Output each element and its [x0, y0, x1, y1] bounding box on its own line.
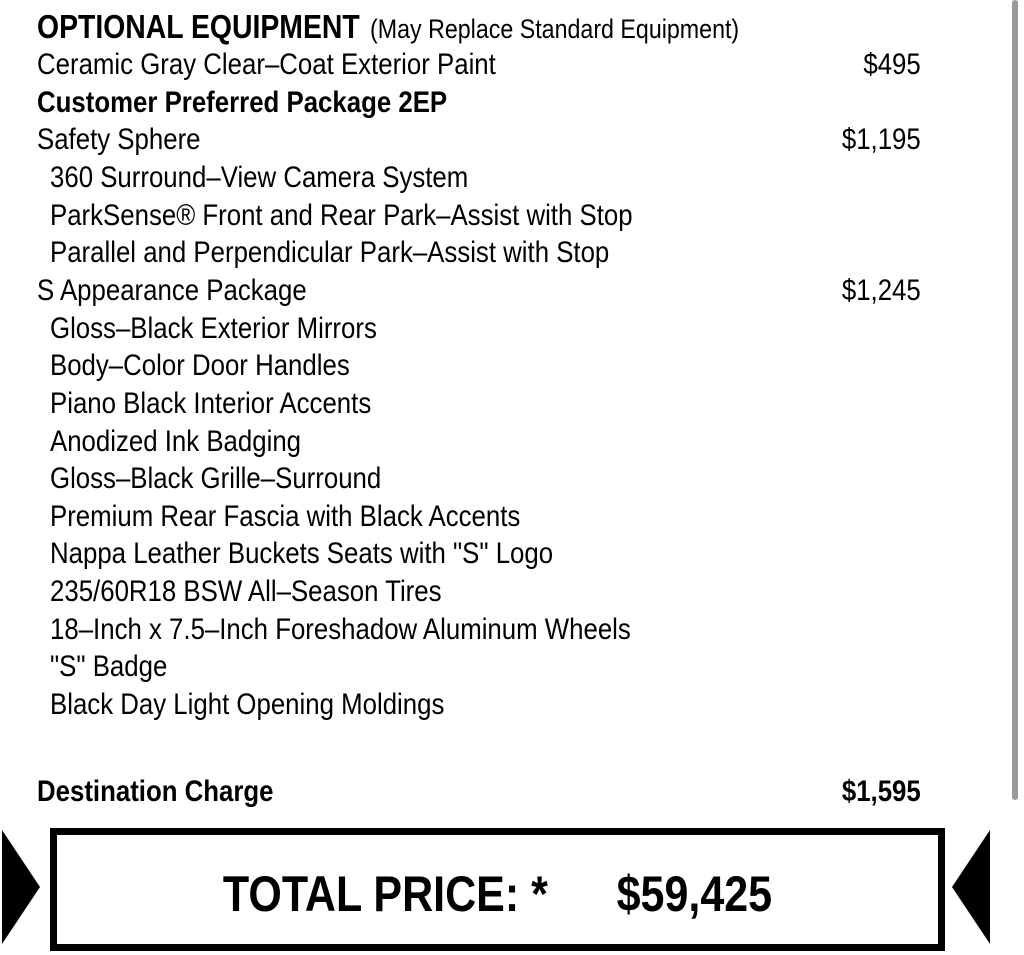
item-label: Gloss–Black Exterior Mirrors: [50, 311, 377, 345]
equipment-item: Ceramic Gray Clear–Coat Exterior Paint $4…: [0, 46, 1000, 84]
section-title: OPTIONAL EQUIPMENT: [37, 8, 360, 45]
item-price: $1,245: [842, 273, 921, 307]
equipment-item: 360 Surround–View Camera System: [0, 159, 1000, 197]
item-label: Nappa Leather Buckets Seats with "S" Log…: [50, 537, 554, 571]
item-price: $495: [863, 48, 921, 81]
item-label: S Appearance Package: [37, 273, 307, 307]
left-arrow-icon: [2, 830, 40, 944]
equipment-item: Premium Rear Fascia with Black Accents: [0, 498, 1000, 536]
equipment-item: Nappa Leather Buckets Seats with "S" Log…: [0, 535, 1000, 573]
item-price: $1,195: [842, 123, 921, 157]
item-label: 235/60R18 BSW All–Season Tires: [50, 575, 442, 609]
equipment-item: Anodized Ink Badging: [0, 423, 1000, 461]
equipment-item: Customer Preferred Package 2EP: [0, 84, 1000, 122]
equipment-item: Black Day Light Opening Moldings: [0, 686, 1000, 724]
item-label: 18–Inch x 7.5–Inch Foreshadow Aluminum W…: [50, 612, 631, 646]
destination-label: Destination Charge: [37, 775, 274, 808]
destination-row: Destination Charge $1,595: [0, 773, 1000, 811]
equipment-item: ParkSense® Front and Rear Park–Assist wi…: [0, 197, 1000, 235]
total-price-box: TOTAL PRICE: * $59,425: [50, 828, 945, 951]
section-note: (May Replace Standard Equipment): [370, 14, 740, 44]
section-header: OPTIONAL EQUIPMENT (May Replace Standard …: [37, 8, 739, 46]
item-label: Ceramic Gray Clear–Coat Exterior Paint: [37, 48, 496, 81]
item-label: "S" Badge: [50, 650, 168, 684]
equipment-item: Parallel and Perpendicular Park–Assist w…: [0, 234, 1000, 272]
item-label: Anodized Ink Badging: [50, 424, 302, 458]
equipment-item: "S" Badge: [0, 648, 1000, 686]
item-label: Piano Black Interior Accents: [50, 386, 372, 420]
equipment-item: Gloss–Black Exterior Mirrors: [0, 310, 1000, 348]
item-label: Parallel and Perpendicular Park–Assist w…: [50, 236, 610, 270]
total-label: TOTAL PRICE: *: [222, 866, 548, 922]
item-label: Gloss–Black Grille–Surround: [50, 462, 382, 496]
item-label: ParkSense® Front and Rear Park–Assist wi…: [50, 198, 633, 232]
scrollbar[interactable]: [1012, 0, 1018, 800]
total-amount: $59,425: [616, 866, 773, 922]
item-label: Safety Sphere: [37, 123, 201, 157]
right-arrow-icon: [952, 830, 990, 944]
item-label: Body–Color Door Handles: [50, 349, 350, 383]
equipment-item: S Appearance Package $1,245: [0, 272, 1000, 310]
equipment-item: Body–Color Door Handles: [0, 347, 1000, 385]
destination-price: $1,595: [842, 775, 921, 808]
item-label: 360 Surround–View Camera System: [50, 160, 469, 194]
equipment-item: Piano Black Interior Accents: [0, 385, 1000, 423]
equipment-item: Safety Sphere $1,195: [0, 121, 1000, 159]
equipment-item: 235/60R18 BSW All–Season Tires: [0, 573, 1000, 611]
item-label: Black Day Light Opening Moldings: [50, 688, 445, 722]
equipment-item: Gloss–Black Grille–Surround: [0, 460, 1000, 498]
item-label: Customer Preferred Package 2EP: [37, 85, 448, 119]
equipment-item: 18–Inch x 7.5–Inch Foreshadow Aluminum W…: [0, 611, 1000, 649]
item-label: Premium Rear Fascia with Black Accents: [50, 499, 521, 533]
